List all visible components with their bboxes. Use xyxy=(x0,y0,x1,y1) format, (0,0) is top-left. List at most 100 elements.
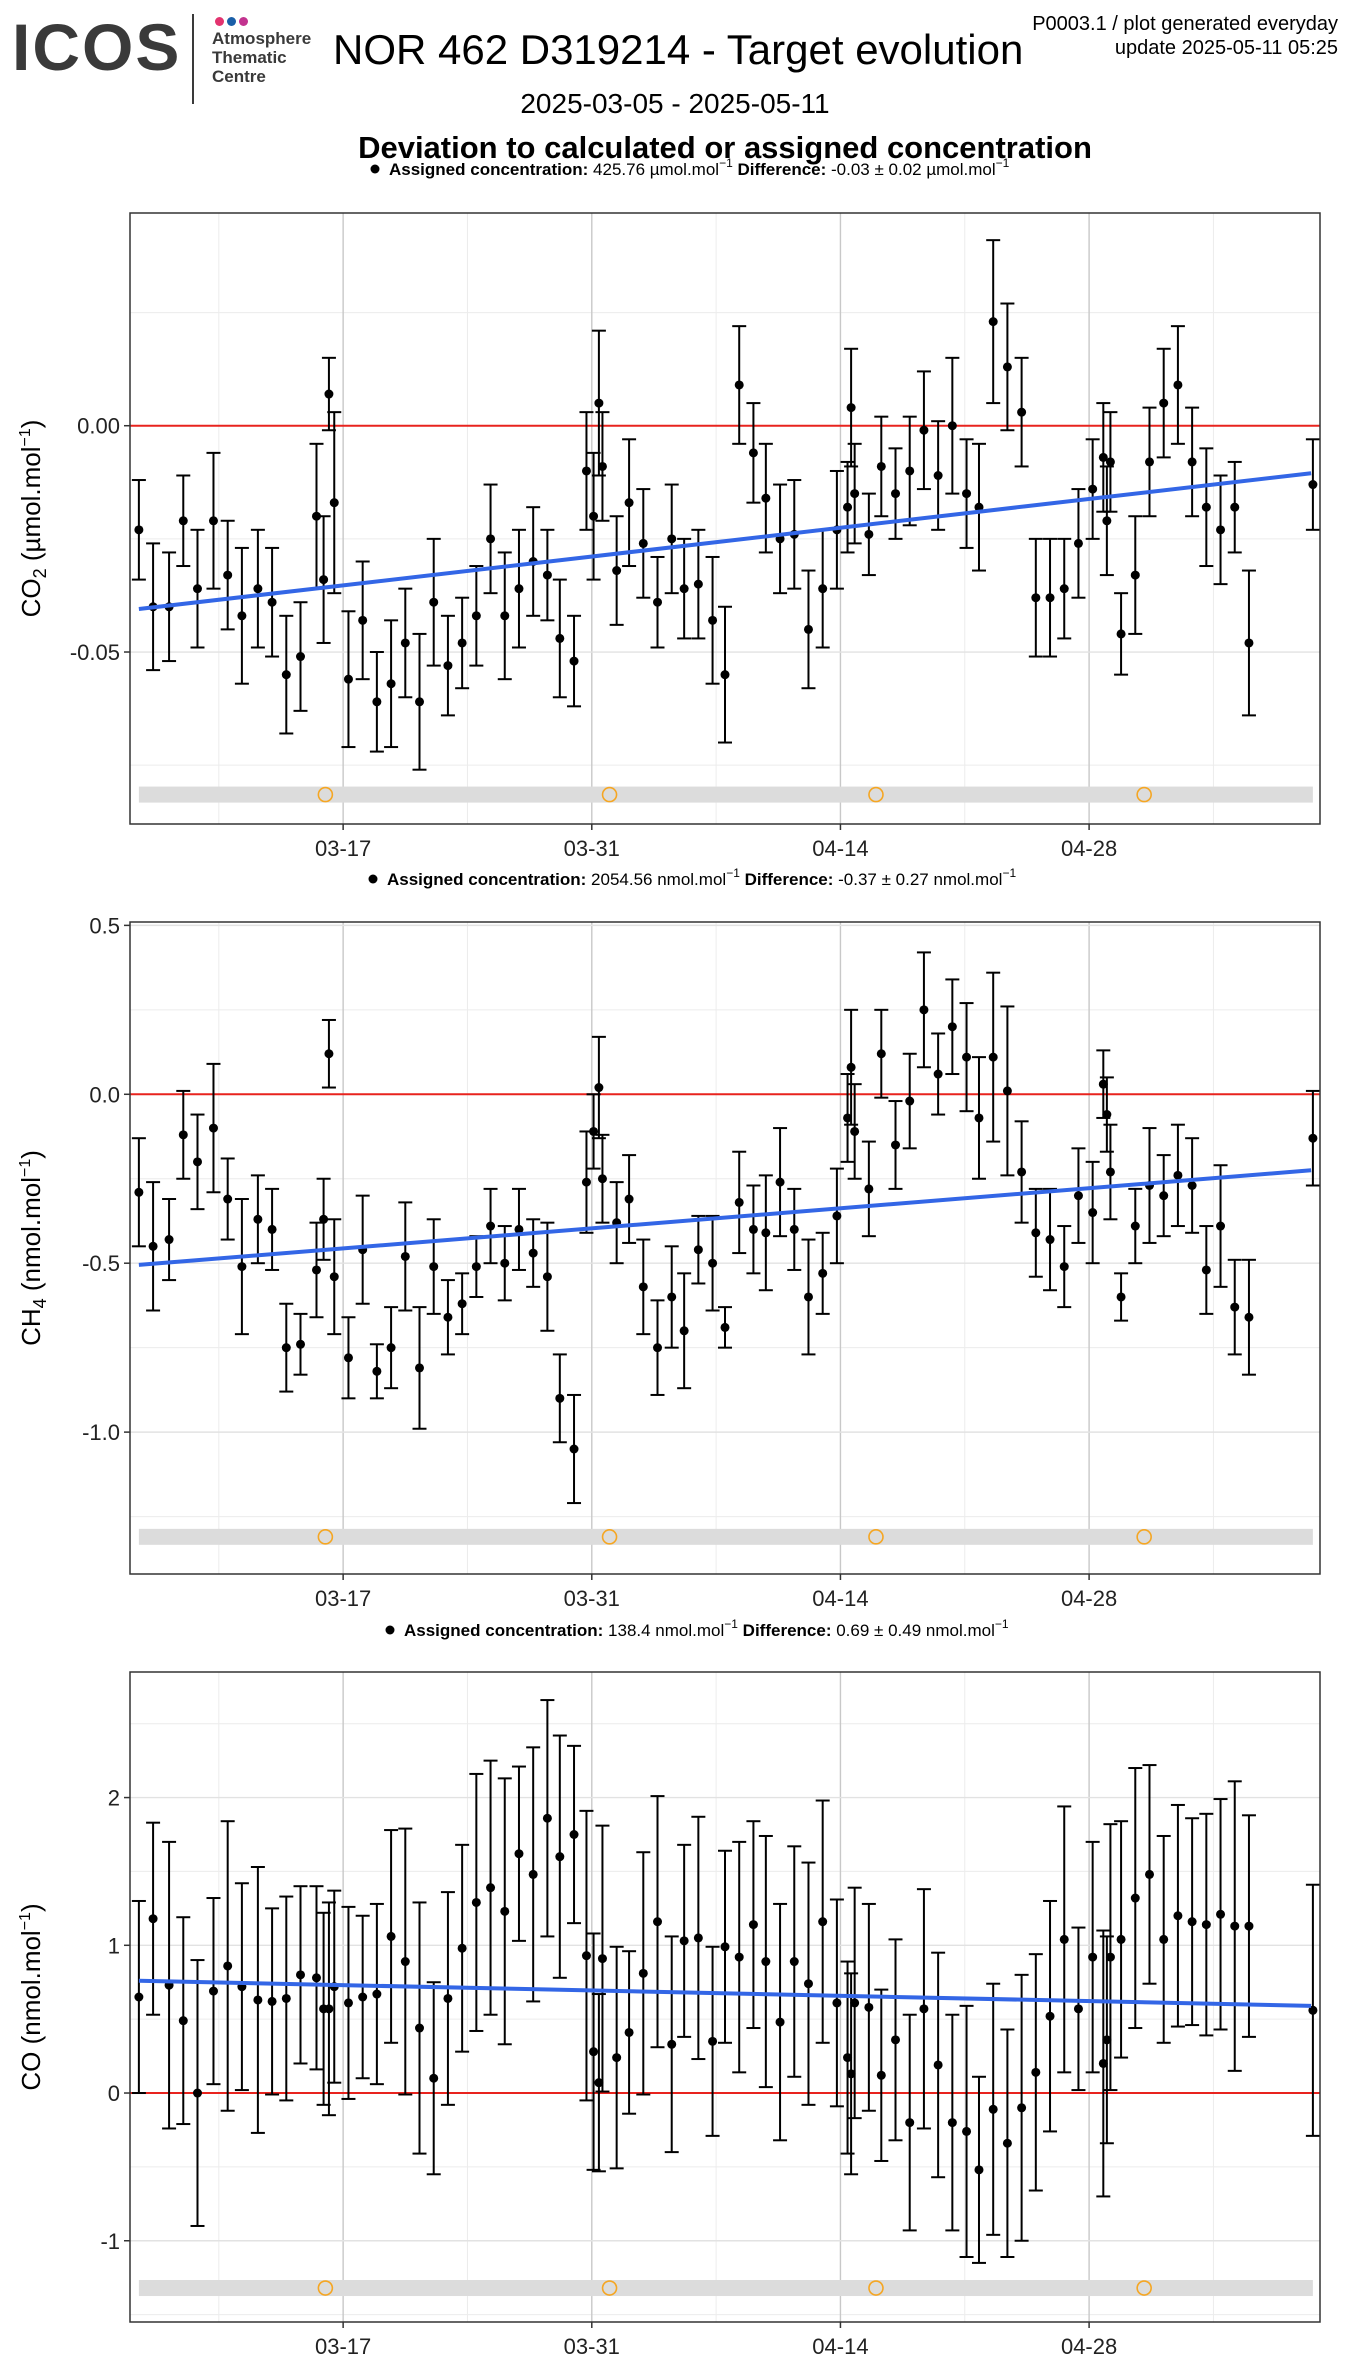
data-point xyxy=(1187,1917,1197,1927)
data-point xyxy=(679,1326,689,1336)
data-point xyxy=(237,1262,247,1272)
data-point xyxy=(947,421,957,431)
calibration-marker xyxy=(868,1529,884,1545)
data-point xyxy=(974,2165,984,2175)
y-axis-label-unit: (µmol.mol xyxy=(16,447,46,569)
data-point xyxy=(988,1052,998,1062)
data-point xyxy=(311,1973,321,1983)
data-point xyxy=(891,1140,901,1150)
data-point xyxy=(358,615,368,625)
data-point xyxy=(720,1942,730,1952)
data-point xyxy=(1031,593,1041,603)
data-point xyxy=(208,1123,218,1133)
data-point xyxy=(223,1961,233,1971)
data-point xyxy=(1017,2103,1027,2113)
data-point xyxy=(1130,1221,1140,1231)
data-point xyxy=(748,448,758,458)
data-point xyxy=(864,1184,874,1194)
data-point xyxy=(962,2126,972,2136)
data-point xyxy=(693,579,703,589)
y-tick-label: 0.00 xyxy=(77,414,120,439)
calibration-marker xyxy=(601,2280,618,2296)
data-point xyxy=(429,1262,439,1272)
data-point xyxy=(1173,1911,1183,1921)
data-point xyxy=(415,1363,425,1373)
data-point xyxy=(1002,1086,1012,1096)
logo-subtitle-line: Centre xyxy=(212,67,266,86)
data-point xyxy=(846,403,856,413)
data-point xyxy=(1088,1208,1098,1218)
y-axis-label: CO2 (µmol.mol−1) xyxy=(16,420,50,618)
data-point xyxy=(679,1936,689,1946)
logo-dot-icon xyxy=(239,17,248,26)
calibration-marker xyxy=(601,1529,618,1545)
data-point xyxy=(1116,1934,1126,1944)
data-point xyxy=(962,1052,972,1062)
calibration-marker xyxy=(868,786,884,803)
data-point xyxy=(134,1992,144,2002)
page-title: NOR 462 D319214 - Target evolution xyxy=(333,26,1024,73)
data-point xyxy=(1159,1934,1169,1944)
data-point xyxy=(486,1883,496,1893)
chart-panel: 03-17 03-31 04-14 04-28 0.00 -0.05 CO2 (µmol.m… xyxy=(16,156,1321,861)
data-point xyxy=(296,652,306,662)
data-point xyxy=(1187,457,1197,467)
data-point xyxy=(693,1245,703,1255)
update-timestamp: update 2025-05-11 05:25 xyxy=(1114,37,1338,59)
plot-code: P0003.1 / plot generated everyday xyxy=(1032,13,1338,35)
data-point xyxy=(1098,1079,1108,1089)
data-point xyxy=(443,1993,453,2003)
data-point xyxy=(555,1393,565,1403)
trend-line xyxy=(138,1978,1312,2008)
logo-subtitle-line: Atmosphere xyxy=(212,29,312,48)
legend-value: 2054.56 nmol.mol xyxy=(586,870,726,889)
x-tick-label: 04-28 xyxy=(1061,2334,1117,2359)
data-point xyxy=(1130,1893,1140,1903)
data-point xyxy=(843,2053,853,2063)
data-point xyxy=(734,380,744,390)
y-axis-label-close: ) xyxy=(16,420,46,429)
data-point xyxy=(850,1126,860,1136)
data-point xyxy=(708,615,718,625)
data-point xyxy=(1088,484,1098,494)
data-point xyxy=(1059,1934,1069,1944)
trend-line xyxy=(138,1168,1312,1267)
data-point xyxy=(1017,407,1027,417)
y-axis-label-main: CH xyxy=(16,1308,46,1346)
calibration-marker xyxy=(317,2280,334,2296)
corner-note: P0003.1 / plot generated everyday update… xyxy=(1032,12,1338,60)
data-point xyxy=(1059,1262,1069,1272)
data-point xyxy=(734,1197,744,1207)
data-point xyxy=(324,2004,334,2014)
data-point xyxy=(850,1998,860,2008)
data-point xyxy=(569,1830,579,1839)
data-point xyxy=(253,1214,263,1224)
data-point xyxy=(667,534,677,544)
data-point xyxy=(1159,398,1169,408)
data-point xyxy=(1308,480,1318,490)
data-point xyxy=(624,1194,634,1204)
x-tick-label: 04-14 xyxy=(812,1586,868,1611)
data-point xyxy=(372,1989,382,1999)
data-point xyxy=(253,584,263,594)
data-point xyxy=(974,502,984,512)
chart-subtitle: Deviation to calculated or assigned conc… xyxy=(358,130,1092,165)
data-point xyxy=(846,2069,856,2079)
data-point xyxy=(667,2039,677,2049)
data-point xyxy=(281,670,291,680)
data-point xyxy=(919,2004,929,2014)
legend-unit-sup: −1 xyxy=(726,866,740,880)
data-point xyxy=(1105,1952,1115,1962)
data-point xyxy=(891,2035,901,2045)
data-point xyxy=(891,489,901,499)
y-axis-label-unit: (nmol.mol xyxy=(16,1930,46,2051)
data-point xyxy=(296,1339,306,1349)
data-point xyxy=(624,2027,634,2037)
logo-dot-icon xyxy=(227,17,236,26)
data-point xyxy=(1144,1869,1154,1879)
data-point xyxy=(653,597,663,607)
data-point xyxy=(500,1906,510,1916)
x-tick-label: 03-31 xyxy=(564,1586,620,1611)
data-point xyxy=(443,1312,453,1322)
